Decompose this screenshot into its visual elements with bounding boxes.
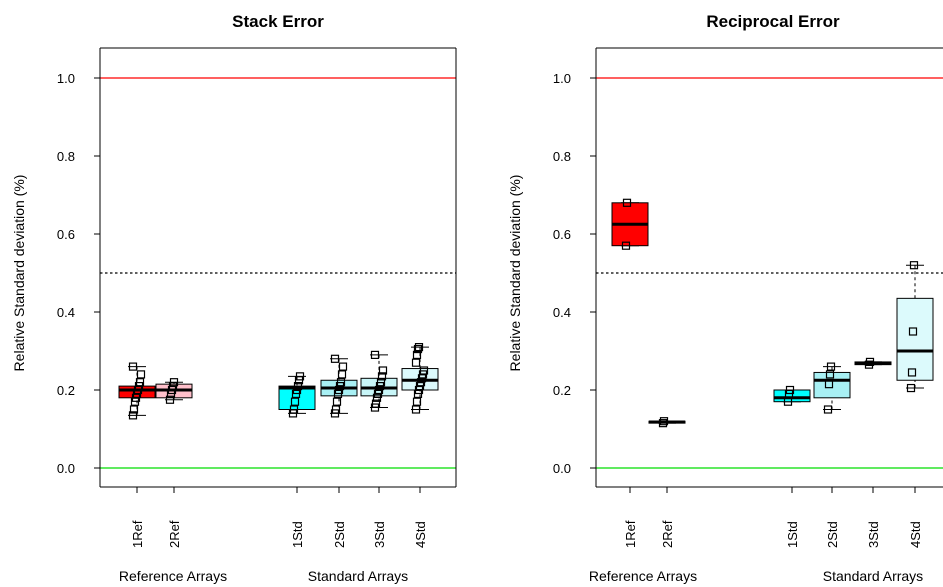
x-tick-label: 2Std: [332, 521, 347, 548]
data-point: [371, 399, 381, 408]
data-point: [907, 368, 917, 377]
chart-title: Reciprocal Error: [706, 12, 840, 31]
x-tick-label: 1Ref: [130, 520, 145, 548]
y-tick-label: 0.2: [553, 383, 571, 398]
box-1Ref: 1Ref: [118, 362, 156, 548]
data-point: [128, 362, 138, 371]
data-point: [785, 385, 795, 395]
y-tick-label: 0.0: [553, 461, 571, 476]
box-1Std: 1Std: [773, 385, 811, 548]
data-point: [377, 372, 387, 381]
data-point: [135, 378, 145, 387]
data-point: [165, 395, 175, 404]
data-point: [332, 397, 342, 406]
y-tick-label: 1.0: [553, 71, 571, 86]
data-point: [412, 350, 422, 359]
data-point: [293, 382, 303, 391]
data-point: [865, 357, 875, 367]
y-tick-label: 0.8: [553, 149, 571, 164]
data-point: [169, 378, 179, 387]
x-tick-label: 4Std: [413, 521, 428, 548]
x-tick-label: 3Std: [372, 521, 387, 548]
box-rect: [896, 297, 934, 381]
x-group-label: Reference Arrays: [589, 568, 697, 584]
data-point: [331, 405, 341, 414]
x-group-label: Reference Arrays: [119, 568, 227, 584]
x-tick-label: 4Std: [908, 521, 923, 548]
data-point: [295, 372, 305, 381]
y-tick-label: 0.0: [57, 461, 75, 476]
data-point: [337, 370, 347, 379]
box-3Std: 3Std: [854, 357, 892, 548]
data-point: [621, 241, 631, 250]
box-rect: [118, 385, 156, 399]
x-tick-label: 1Ref: [623, 520, 638, 548]
chart-panel-1: Stack Error Relative Standard deviation (…: [11, 12, 457, 584]
data-point: [290, 397, 300, 406]
data-point: [659, 417, 669, 426]
box-3Std: 3Std: [360, 350, 398, 548]
box-4Std: 4Std: [896, 261, 934, 548]
data-point: [419, 366, 429, 375]
data-point: [336, 378, 346, 387]
data-point: [370, 350, 380, 359]
data-point: [411, 358, 421, 367]
x-group-label: Standard Arrays: [308, 568, 408, 584]
y-tick-label: 0.4: [57, 305, 75, 320]
data-point: [412, 397, 422, 406]
data-point: [330, 354, 340, 363]
box-1Std: 1Std: [278, 372, 316, 548]
data-point: [864, 360, 874, 369]
x-group-label: Standard Arrays: [823, 568, 923, 584]
y-tick-label: 0.2: [57, 383, 75, 398]
y-tick-label: 0.8: [57, 149, 75, 164]
data-point: [622, 198, 632, 207]
data-point: [909, 261, 919, 270]
data-point: [783, 397, 793, 406]
x-tick-label: 1Std: [290, 521, 305, 548]
x-tick-label: 2Ref: [167, 520, 182, 548]
x-tick-label: 2Std: [825, 521, 840, 548]
x-tick-label: 1Std: [785, 521, 800, 548]
data-point: [129, 405, 139, 414]
data-point: [338, 362, 348, 371]
y-tick-label: 0.6: [57, 227, 75, 242]
x-tick-label: 2Ref: [660, 520, 675, 548]
box-2Ref: 2Ref: [648, 417, 686, 548]
data-point: [289, 405, 299, 414]
data-point: [411, 405, 421, 414]
y-axis-label: Relative Standard deviation (%): [507, 175, 523, 372]
data-point: [414, 343, 424, 352]
x-tick-label: 3Std: [866, 521, 881, 548]
data-point: [413, 344, 423, 354]
chart-panel-2: Reciprocal Error Relative Standard deviat…: [507, 12, 943, 584]
data-point: [826, 362, 836, 371]
data-point: [376, 378, 386, 387]
box-2Std: 2Std: [813, 362, 851, 548]
data-point: [825, 370, 835, 379]
box-4Std: 4Std: [401, 343, 439, 548]
data-point: [128, 411, 138, 420]
y-tick-label: 0.6: [553, 227, 571, 242]
data-point: [906, 383, 916, 393]
chart-title: Stack Error: [232, 12, 324, 31]
y-tick-label: 0.4: [553, 305, 571, 320]
data-point: [823, 405, 833, 414]
y-axis-label: Relative Standard deviation (%): [11, 175, 27, 372]
y-tick-label: 1.0: [57, 71, 75, 86]
box-2Ref: 2Ref: [155, 378, 193, 548]
data-point: [658, 419, 668, 428]
box-2Std: 2Std: [320, 354, 358, 548]
data-point: [908, 327, 918, 336]
data-point: [824, 380, 834, 389]
data-point: [378, 366, 388, 375]
data-point: [136, 370, 146, 379]
box-1Ref: 1Ref: [611, 198, 649, 548]
